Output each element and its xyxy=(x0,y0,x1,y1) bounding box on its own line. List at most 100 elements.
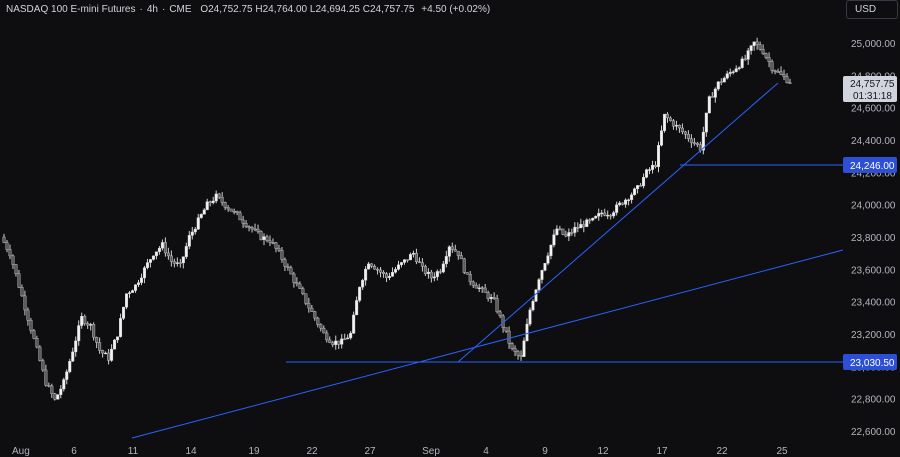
candle-body xyxy=(286,266,290,268)
candle-body xyxy=(522,340,526,357)
candle-body xyxy=(352,314,356,334)
candle-body xyxy=(689,138,693,143)
candle-body xyxy=(26,309,30,321)
symbol-name[interactable]: NASDAQ 100 E-mini Futures xyxy=(6,4,136,15)
candle-body xyxy=(238,212,242,221)
candle-body xyxy=(89,324,93,326)
candle-body xyxy=(271,242,275,244)
time-axis[interactable]: Aug 6 11 14 19 22 27 Sep 4 9 12 17 22 25 xyxy=(12,446,788,457)
candle-body xyxy=(253,228,257,231)
x-tick-label: Aug xyxy=(12,446,30,457)
candle-body xyxy=(29,320,33,331)
candle-body xyxy=(113,339,117,350)
candle-body xyxy=(552,234,556,246)
candle-body xyxy=(35,338,39,348)
candle-body xyxy=(139,277,143,283)
candle-body xyxy=(399,262,403,266)
candle-body xyxy=(543,263,547,271)
candle-body xyxy=(289,267,293,275)
candle-body xyxy=(447,246,451,257)
currency-button[interactable]: USD xyxy=(846,0,898,19)
candle-body xyxy=(686,133,690,139)
candle-body xyxy=(642,177,646,187)
candle-body xyxy=(142,267,146,279)
candle-body xyxy=(507,330,511,344)
candle-body xyxy=(627,199,631,201)
candle-body xyxy=(83,316,87,324)
candle-body xyxy=(621,202,625,205)
candle-body xyxy=(394,269,398,273)
candle-body xyxy=(325,332,329,341)
x-tick-label: 4 xyxy=(483,446,489,457)
countdown-text: 01:31:18 xyxy=(853,91,892,102)
low-key: L xyxy=(309,4,316,15)
candle-body xyxy=(193,228,197,233)
candle-body xyxy=(226,207,230,210)
candle-body xyxy=(250,227,254,230)
candle-body xyxy=(110,348,114,361)
open-key: O xyxy=(200,4,209,15)
low-value: 24,694.25 xyxy=(315,4,360,15)
candle-body xyxy=(603,212,607,216)
candle-body xyxy=(295,282,299,285)
candle-body xyxy=(579,224,583,229)
candle-body xyxy=(220,196,224,203)
candle-body xyxy=(304,293,308,304)
candle-body xyxy=(513,348,517,352)
trendline-upper[interactable] xyxy=(457,82,779,363)
candle-body xyxy=(208,201,212,203)
candle-body xyxy=(725,73,729,79)
candle-body xyxy=(441,263,445,273)
candle-body xyxy=(187,235,191,247)
candle-body xyxy=(540,270,544,280)
candle-body xyxy=(265,236,269,241)
candle-body xyxy=(59,388,63,395)
candle-body xyxy=(178,262,182,264)
y-tick-label: 22,800.00 xyxy=(851,395,896,406)
y-tick-label: 22,600.00 xyxy=(851,427,896,438)
candle-body xyxy=(68,361,72,372)
x-tick-label: 27 xyxy=(364,446,376,457)
candle-body xyxy=(606,214,610,217)
candle-body xyxy=(107,352,111,361)
candle-body xyxy=(310,307,314,312)
candle-body xyxy=(585,219,589,227)
candle-body xyxy=(528,309,532,325)
candle-body xyxy=(495,298,499,313)
candle-body xyxy=(588,219,592,222)
candle-body xyxy=(154,251,158,257)
candle-body xyxy=(5,242,9,250)
candle-body xyxy=(489,297,493,299)
candle-body xyxy=(615,204,619,213)
candle-body xyxy=(247,226,251,228)
trendline-lower[interactable] xyxy=(131,249,844,439)
candle-body xyxy=(480,287,484,289)
candle-body xyxy=(17,273,21,288)
candle-body xyxy=(32,330,36,339)
interval[interactable]: 4h xyxy=(146,4,158,15)
y-tick-label: 24,200.00 xyxy=(851,168,896,179)
candle-body xyxy=(50,385,54,394)
candle-body xyxy=(426,271,430,274)
candle-body xyxy=(654,165,658,168)
candle-body xyxy=(361,280,365,288)
candle-body xyxy=(776,71,780,73)
x-tick-label: 14 xyxy=(185,446,197,457)
current-price-label: 24,757.75 01:31:18 xyxy=(843,76,897,102)
candle-body xyxy=(379,269,383,273)
level-label-low: 23,030.50 xyxy=(843,354,897,370)
y-tick-label: 24,000.00 xyxy=(851,201,896,212)
candle-body xyxy=(558,228,562,231)
candle-body xyxy=(385,273,389,278)
symbol-header: NASDAQ 100 E-mini Futures · 4h · CME O24,752… xyxy=(6,4,491,15)
candle-body xyxy=(570,232,574,234)
candle-body xyxy=(564,234,568,237)
candle-body xyxy=(561,228,565,235)
candle-body xyxy=(555,228,559,235)
candle-body xyxy=(8,249,12,257)
candle-body xyxy=(405,259,409,261)
candle-body xyxy=(244,223,248,227)
candle-body xyxy=(456,250,460,256)
candle-body xyxy=(62,379,66,390)
